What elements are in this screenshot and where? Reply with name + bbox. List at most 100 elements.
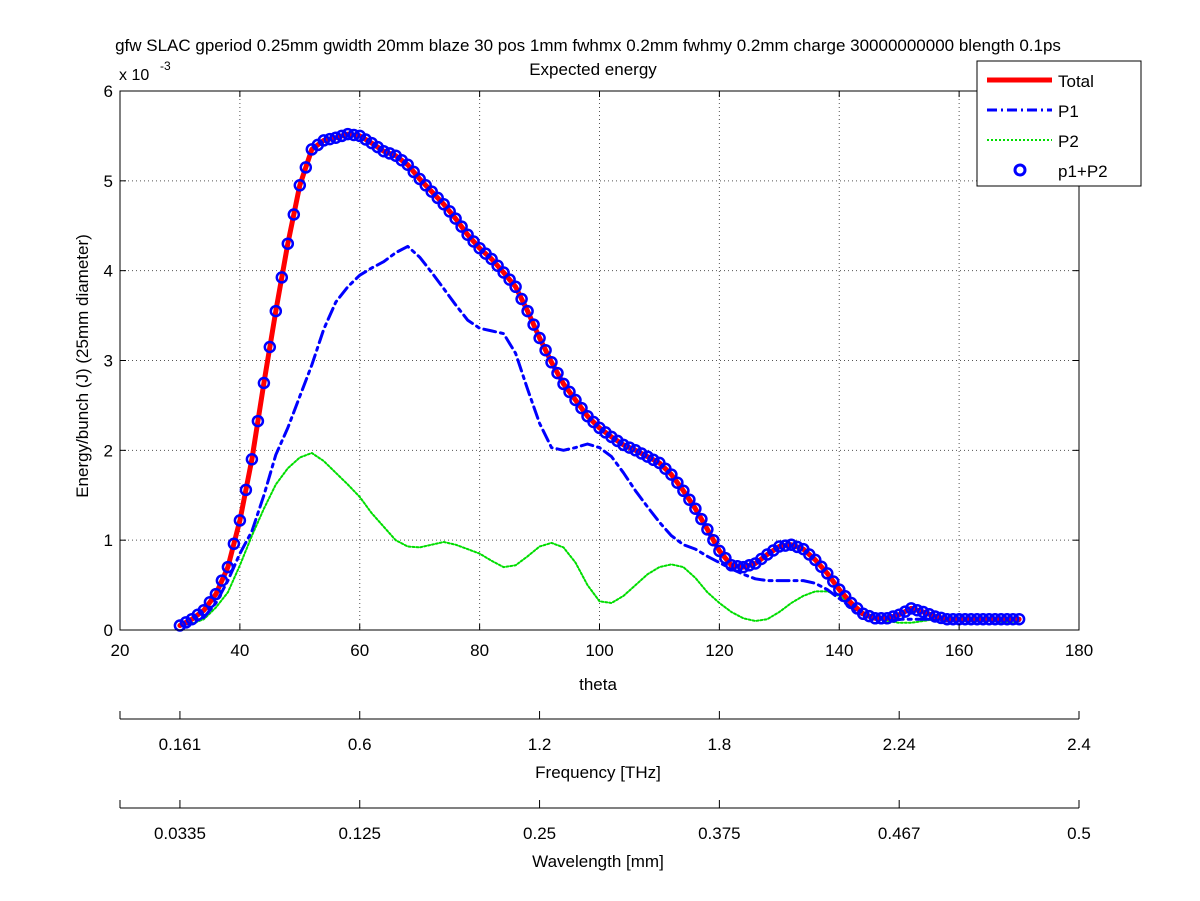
secondary-axis-tick-label: 1.8 [708, 735, 732, 754]
marker-p1-p2 [689, 502, 702, 515]
marker-p1-p2 [383, 147, 396, 160]
marker-p1-p2 [407, 165, 420, 179]
marker-p1-p2 [233, 514, 247, 527]
marker-p1-p2 [461, 228, 474, 241]
marker-p1-p2 [910, 603, 924, 617]
marker-p1-p2 [880, 612, 894, 625]
marker-p1-p2 [215, 574, 229, 587]
marker-p1-p2 [874, 612, 888, 625]
marker-p1-p2 [623, 441, 636, 454]
secondary-axis-tick-label: 0.375 [698, 824, 741, 843]
legend-label-p1p2: p1+P2 [1058, 162, 1108, 181]
marker-p1-p2 [791, 540, 804, 554]
marker-p1-p2 [940, 612, 954, 626]
marker-p1-p2 [946, 612, 960, 626]
marker-p1-p2 [557, 377, 570, 391]
marker-p1-p2 [527, 318, 540, 331]
axes: 20 40 60 80 100 120 140 160 180 0 1 2 3 4 5 6 [104, 82, 1094, 660]
y-tick-label: 6 [104, 82, 113, 101]
marker-p1-p2 [533, 331, 546, 345]
y-tick-label: 5 [104, 172, 113, 191]
legend-sample-p1p2 [1013, 163, 1027, 177]
secondary-axis-tick-label: 2.4 [1067, 735, 1091, 754]
marker-p1-p2 [341, 127, 355, 141]
marker-p1-p2 [179, 616, 193, 629]
marker-p1-p2 [773, 540, 786, 553]
marker-p1-p2 [713, 544, 726, 558]
marker-p1-p2 [335, 129, 349, 143]
marker-p1-p2 [293, 179, 307, 192]
x-tick-label: 140 [825, 641, 853, 660]
secondary-axis-label: Wavelength [mm] [532, 852, 664, 871]
marker-p1-p2 [994, 612, 1008, 626]
marker-p1-p2 [647, 453, 660, 467]
marker-p1-p2 [491, 259, 504, 272]
marker-p1-p2 [197, 603, 211, 617]
marker-p1-p2 [515, 292, 528, 306]
marker-p1-p2 [245, 453, 259, 466]
marker-p1-p2 [221, 560, 235, 574]
marker-p1-p2 [629, 444, 642, 457]
x-tick-label: 60 [350, 641, 369, 660]
x-tick-label: 100 [585, 641, 613, 660]
marker-p1-p2 [1006, 612, 1020, 626]
y-tick-label: 3 [104, 352, 113, 371]
secondary-axis-tick-label: 0.6 [348, 735, 372, 754]
marker-p1-p2 [251, 414, 265, 428]
y-exponent-power: -3 [160, 59, 171, 73]
marker-p1-p2 [868, 612, 882, 625]
marker-p1-p2 [287, 208, 301, 221]
secondary-axis-label: Frequency [THz] [535, 763, 661, 782]
marker-p1-p2 [827, 575, 840, 588]
marker-p1-p2 [934, 611, 948, 625]
marker-p1-p2 [209, 587, 223, 601]
x-tick-label: 80 [470, 641, 489, 660]
y-exponent: x 10 -3 [119, 59, 171, 84]
marker-p1-p2 [257, 376, 271, 390]
marker-p1-p2 [707, 533, 720, 547]
series [173, 127, 1026, 632]
marker-p1-p2 [970, 612, 984, 626]
marker-p1-p2 [779, 539, 792, 552]
marker-p1-p2 [743, 559, 756, 572]
x-tick-label: 180 [1065, 641, 1093, 660]
marker-p1-p2 [575, 401, 588, 415]
x-tick-label: 40 [230, 641, 249, 660]
x-tick-label: 20 [111, 641, 130, 660]
marker-p1-p2 [239, 483, 253, 497]
marker-p1-p2 [719, 551, 732, 565]
marker-p1-p2 [898, 605, 912, 618]
y-exponent-base: x 10 [119, 67, 149, 84]
marker-p1-p2 [904, 602, 918, 615]
chart-subtitle: Expected energy [529, 60, 657, 79]
marker-p1-p2 [455, 220, 468, 233]
secondary-axis-tick-label: 2.24 [883, 735, 916, 754]
marker-p1-p2 [862, 609, 876, 623]
marker-p1-p2 [671, 476, 684, 489]
marker-p1-p2 [275, 271, 289, 284]
marker-p1-p2 [521, 304, 534, 318]
marker-p1-p2 [856, 607, 870, 621]
marker-p1-p2 [1000, 612, 1014, 626]
secondary-axis-tick-label: 0.161 [159, 735, 202, 754]
legend: Total P1 P2 p1+P2 [976, 60, 1142, 187]
marker-p1-p2 [329, 131, 343, 144]
marker-p1-p2 [958, 612, 972, 626]
marker-p1-p2 [227, 537, 241, 551]
marker-p1-p2 [928, 610, 942, 623]
marker-p1-p2 [347, 128, 361, 142]
marker-p1-p2 [323, 132, 337, 146]
marker-p1-p2 [551, 366, 564, 380]
secondary-axis-tick-label: 1.2 [528, 735, 552, 754]
marker-p1-p2 [737, 560, 750, 574]
marker-p1-p2 [725, 559, 738, 572]
marker-p1-p2 [437, 197, 450, 211]
marker-p1-p2 [635, 447, 648, 460]
marker-p1-p2 [281, 237, 295, 250]
marker-p1-p2 [731, 559, 744, 573]
marker-p1-p2 [677, 484, 690, 498]
secondary-axes: 0.161 0.6 1.2 1.8 2.24 2.4 Frequency [THz] 0.03… [119, 711, 1091, 871]
secondary-axis-tick-label: 0.125 [338, 824, 381, 843]
marker-p1-p2 [785, 538, 798, 551]
